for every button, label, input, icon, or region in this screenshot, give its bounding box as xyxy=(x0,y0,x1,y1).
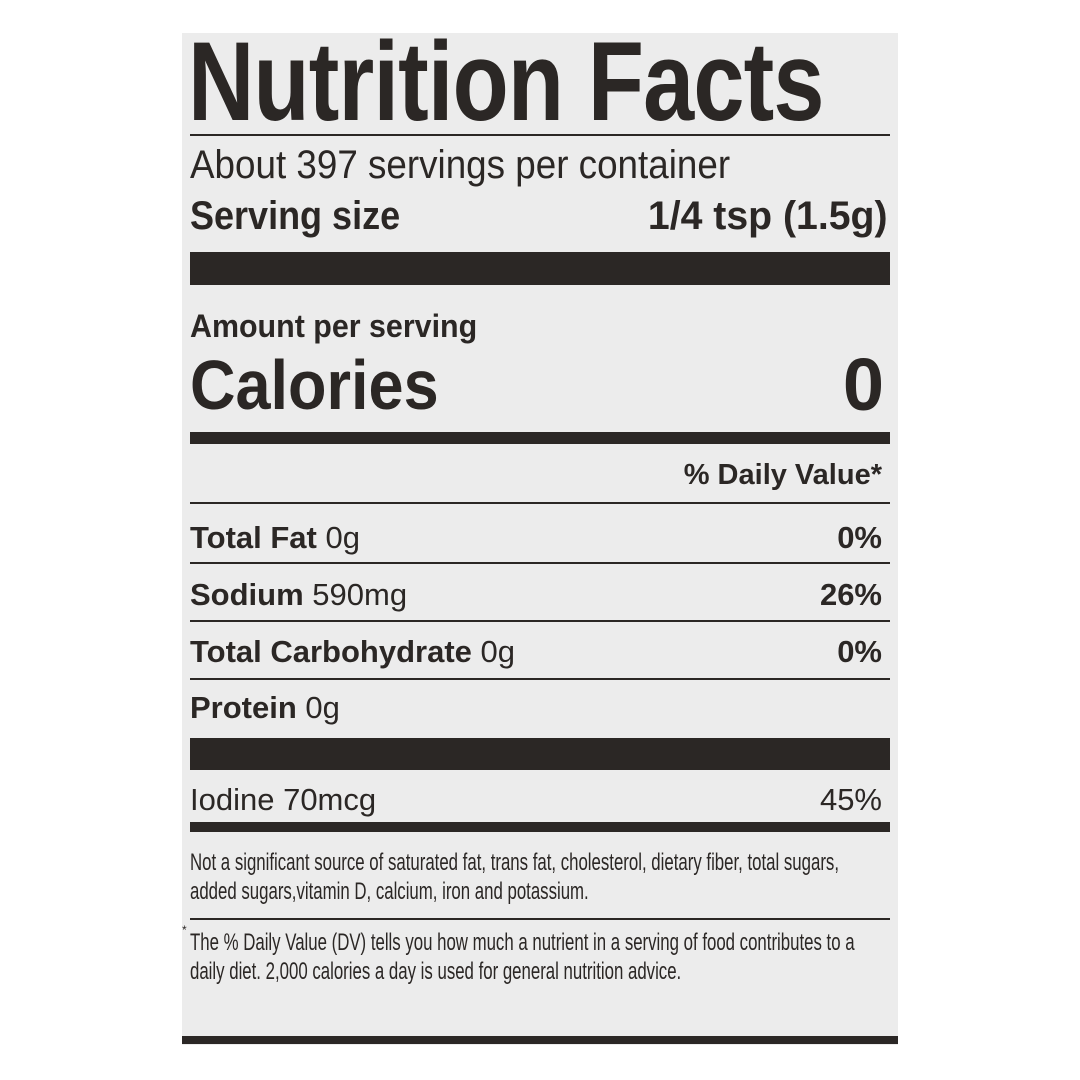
calories-label-text: Calories xyxy=(190,346,439,424)
vitamin-iodine: Iodine 70mcg xyxy=(190,782,377,817)
nutrient-name: Total Fat xyxy=(190,520,317,555)
nutrient-dv: 0% xyxy=(837,634,882,669)
nutrient-amount: 0g xyxy=(305,690,340,725)
servings-text: About 397 servings per container xyxy=(190,143,731,187)
calories-label: Calories xyxy=(190,346,466,424)
thick-divider xyxy=(190,738,890,770)
serving-size-label-text: Serving size xyxy=(190,194,401,238)
bottom-border xyxy=(182,1036,898,1044)
nutrient-name: Total Carbohydrate xyxy=(190,634,472,669)
nutrient-row-total-fat: Total Fat 0g xyxy=(190,518,360,558)
title-text: Nutrition Facts xyxy=(188,19,825,144)
medium-divider xyxy=(190,432,890,444)
vitamin-dv: 45% xyxy=(819,782,882,817)
nutrient-row-sodium: Sodium 590mg xyxy=(190,575,407,615)
nutrient-name: Sodium xyxy=(190,577,304,612)
serving-size-value: 1/4 tsp (1.5g) xyxy=(643,192,888,240)
serving-size-label: Serving size xyxy=(190,192,423,240)
nutrient-amount: 0g xyxy=(325,520,360,555)
divider xyxy=(190,918,890,920)
divider xyxy=(190,502,890,504)
calories-value: 0 xyxy=(842,343,884,426)
amount-per-serving-text: Amount per serving xyxy=(190,308,478,344)
thick-divider xyxy=(190,252,890,285)
nutrient-dv: 26% xyxy=(819,577,882,612)
amount-per-serving: Amount per serving xyxy=(190,306,492,346)
nutrient-dv: 0% xyxy=(837,520,882,555)
nutrient-amount: 590mg xyxy=(312,577,408,612)
nutrient-row-protein: Protein 0g xyxy=(190,688,340,728)
nutrient-amount: 0g xyxy=(480,634,516,669)
label-title: Nutrition Facts xyxy=(188,22,963,142)
daily-value-header: % Daily Value* xyxy=(683,459,882,491)
medium-divider xyxy=(190,822,890,832)
nutrient-row-total-carbohydrate: Total Carbohydrate 0g xyxy=(190,632,515,672)
nutrition-label xyxy=(182,33,898,1045)
divider xyxy=(190,678,890,680)
footnote-daily-value: The % Daily Value (DV) tells you how muc… xyxy=(190,929,855,985)
asterisk: * xyxy=(182,923,187,937)
servings-per-container: About 397 servings per container xyxy=(190,142,777,188)
serving-size-value-text: 1/4 tsp (1.5g) xyxy=(648,194,888,238)
divider xyxy=(190,134,890,136)
nutrient-name: Protein xyxy=(190,690,297,725)
footnote-not-significant: Not a significant source of saturated fa… xyxy=(190,849,839,905)
divider xyxy=(190,620,890,622)
divider xyxy=(190,562,890,564)
